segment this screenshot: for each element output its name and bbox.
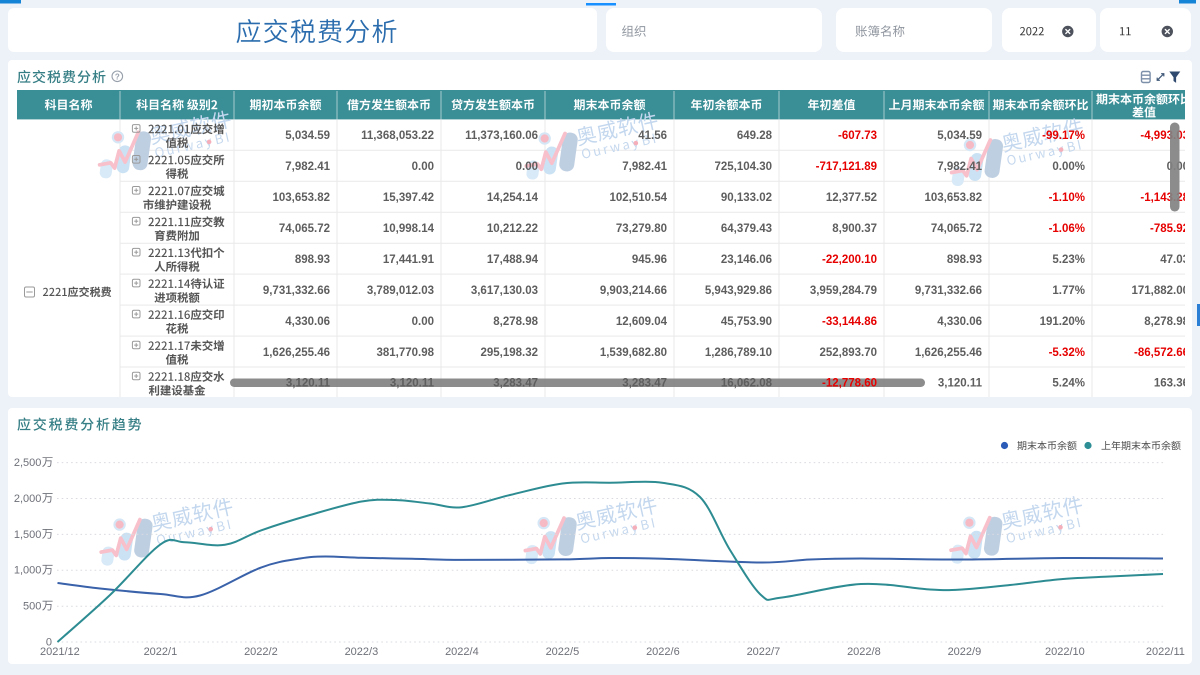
svg-text:-717,121.89: -717,121.89 [816,161,877,173]
svg-text:2022/9: 2022/9 [948,646,982,658]
svg-text:-4,993.03: -4,993.03 [1140,130,1189,142]
svg-text:725,104.30: 725,104.30 [714,161,772,173]
svg-text:7,982.41: 7,982.41 [937,161,982,173]
svg-text:898.93: 898.93 [295,254,330,266]
svg-text:23,146.06: 23,146.06 [721,254,772,266]
svg-text:12,377.52: 12,377.52 [826,192,877,204]
svg-text:0: 0 [46,637,52,649]
svg-text:2022/2: 2022/2 [244,646,278,658]
svg-text:898.93: 898.93 [947,254,982,266]
svg-text:47.03: 47.03 [1160,254,1189,266]
svg-text:7,982.41: 7,982.41 [285,161,330,173]
svg-text:-22,200.10: -22,200.10 [822,254,877,266]
svg-text:-607.73: -607.73 [838,130,877,142]
svg-text:9,731,332.66: 9,731,332.66 [263,285,330,297]
svg-text:0.00: 0.00 [412,316,434,328]
svg-text:10,212.22: 10,212.22 [487,223,538,235]
svg-text:3,283.47: 3,283.47 [493,378,538,390]
svg-text:2022/6: 2022/6 [646,646,680,658]
svg-text:2022/3: 2022/3 [345,646,379,658]
svg-text:8,900.37: 8,900.37 [832,223,877,235]
svg-text:16,062.08: 16,062.08 [721,378,773,390]
svg-text:14,254.14: 14,254.14 [487,192,539,204]
svg-text:-86,572.66: -86,572.66 [1134,347,1189,359]
svg-text:2022/5: 2022/5 [546,646,580,658]
svg-text:5.24%: 5.24% [1052,378,1085,390]
svg-text:9,731,332.66: 9,731,332.66 [915,285,982,297]
svg-text:163.36: 163.36 [1154,378,1189,390]
svg-text:7,982.41: 7,982.41 [622,161,667,173]
svg-text:649.28: 649.28 [737,130,773,142]
svg-text:3,120.11: 3,120.11 [390,378,435,390]
svg-text:1,000: 1,000 [14,565,42,577]
svg-text:74,065.72: 74,065.72 [279,223,330,235]
svg-text:74,065.72: 74,065.72 [931,223,982,235]
svg-text:5,943,929.86: 5,943,929.86 [705,285,772,297]
svg-text:-1.06%: -1.06% [1049,223,1085,235]
svg-text:2022/10: 2022/10 [1045,646,1085,658]
svg-text:8,278.98: 8,278.98 [1144,316,1189,328]
svg-text:2022/4: 2022/4 [445,646,479,658]
svg-text:0.00: 0.00 [412,161,434,173]
svg-text:5.23%: 5.23% [1052,254,1085,266]
svg-text:3,283.47: 3,283.47 [622,378,667,390]
svg-text:5,034.59: 5,034.59 [937,130,982,142]
svg-text:-785.92: -785.92 [1150,223,1189,235]
svg-text:295,198.32: 295,198.32 [480,347,538,359]
svg-text:3,617,130.03: 3,617,130.03 [471,285,538,297]
svg-text:103,653.82: 103,653.82 [924,192,982,204]
svg-text:2022/11: 2022/11 [1146,646,1185,658]
svg-text:73,279.80: 73,279.80 [616,223,667,235]
svg-text:3,959,284.79: 3,959,284.79 [810,285,877,297]
svg-text:-1,143.28: -1,143.28 [1140,192,1189,204]
svg-text:191.20%: 191.20% [1040,316,1085,328]
svg-text:0.00%: 0.00% [1052,161,1085,173]
svg-text:3,120.11: 3,120.11 [938,378,983,390]
svg-text:1,626,255.46: 1,626,255.46 [263,347,330,359]
svg-text:10,998.14: 10,998.14 [383,223,435,235]
svg-text:-5.32%: -5.32% [1049,347,1085,359]
svg-text:2022/7: 2022/7 [747,646,781,658]
svg-text:15,397.42: 15,397.42 [383,192,434,204]
svg-text:64,379.43: 64,379.43 [721,223,772,235]
svg-text:12,609.04: 12,609.04 [616,316,668,328]
svg-text:171,882.00: 171,882.00 [1131,285,1189,297]
svg-text:3,789,012.03: 3,789,012.03 [367,285,434,297]
svg-text:0.00: 0.00 [516,161,538,173]
svg-text:1,286,789.10: 1,286,789.10 [705,347,772,359]
svg-text:?: ? [115,72,120,81]
svg-text:-12,778.60: -12,778.60 [822,378,877,390]
svg-text:11,373,160.06: 11,373,160.06 [465,130,538,142]
svg-text:-99.17%: -99.17% [1042,130,1085,142]
svg-text:500: 500 [23,601,41,613]
svg-text:8,278.98: 8,278.98 [493,316,538,328]
svg-text:3,120.11: 3,120.11 [286,378,331,390]
svg-text:4,330.06: 4,330.06 [285,316,330,328]
svg-text:1,539,682.80: 1,539,682.80 [600,347,667,359]
svg-text:2,500: 2,500 [14,457,42,469]
svg-text:2022/8: 2022/8 [847,646,881,658]
svg-text:-1.10%: -1.10% [1049,192,1085,204]
svg-text:2,000: 2,000 [14,493,42,505]
svg-text:381,770.98: 381,770.98 [376,347,434,359]
svg-text:5,034.59: 5,034.59 [285,130,330,142]
svg-text:4,330.06: 4,330.06 [937,316,982,328]
svg-text:17,441.91: 17,441.91 [383,254,435,266]
svg-text:102,510.54: 102,510.54 [609,192,667,204]
svg-text:2021/12: 2021/12 [40,646,80,658]
svg-text:-33,144.86: -33,144.86 [822,316,877,328]
svg-text:945.96: 945.96 [632,254,667,266]
svg-text:90,133.02: 90,133.02 [721,192,772,204]
svg-text:41.56: 41.56 [638,130,667,142]
svg-text:252,893.70: 252,893.70 [819,347,877,359]
svg-text:1,500: 1,500 [14,529,42,541]
svg-text:103,653.82: 103,653.82 [272,192,330,204]
svg-text:11,368,053.22: 11,368,053.22 [361,130,434,142]
svg-text:9,903,214.66: 9,903,214.66 [600,285,667,297]
svg-text:17,488.94: 17,488.94 [487,254,539,266]
svg-text:2022/1: 2022/1 [144,646,178,658]
svg-text:1,626,255.46: 1,626,255.46 [915,347,982,359]
svg-text:1.77%: 1.77% [1052,285,1085,297]
svg-text:45,753.90: 45,753.90 [721,316,772,328]
